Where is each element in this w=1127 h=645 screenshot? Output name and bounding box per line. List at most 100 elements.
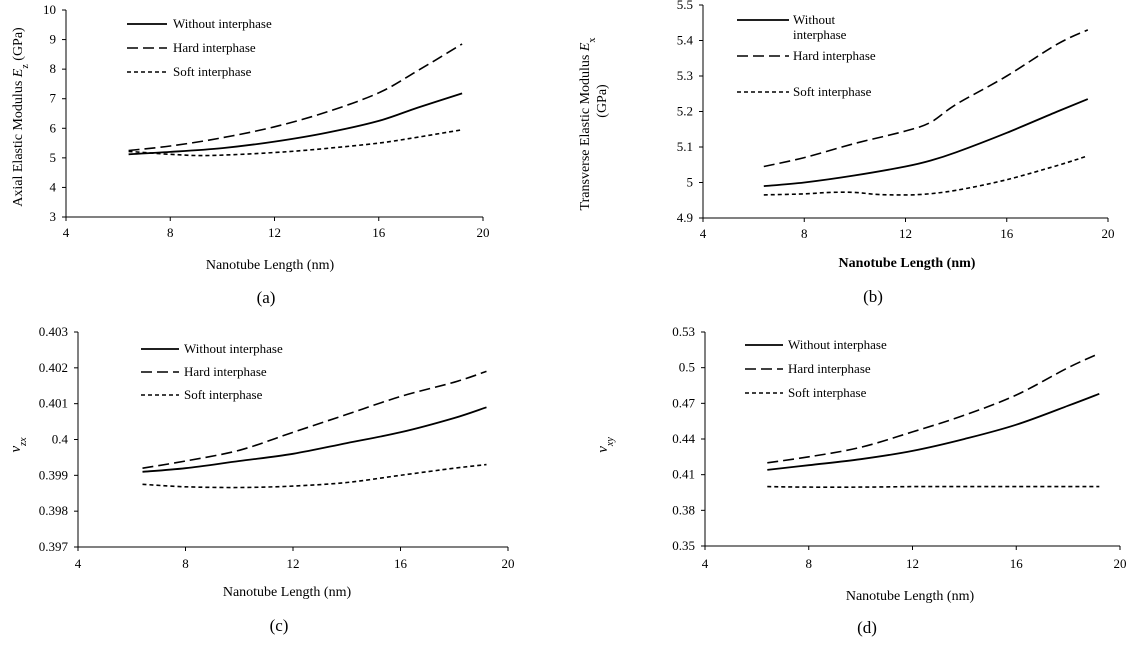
chart-a-y-tick-label: 5	[50, 150, 57, 165]
chart-d-y-tick-label: 0.41	[672, 467, 695, 482]
chart-a-series-line-dotted	[128, 129, 463, 157]
chart-b-y-tick-label: 4.9	[677, 210, 693, 225]
chart-b-x-label: Nanotube Length (nm)	[839, 256, 976, 271]
chart-a-y-tick-label: 3	[50, 209, 57, 224]
chart-a-series-line-dashed	[128, 43, 463, 152]
chart-d-x-tick-label: 12	[906, 556, 919, 571]
chart-a-legend: Without interphase Hard interphase Soft in…	[127, 16, 272, 79]
chart-b-y-tick-label: 5.1	[677, 139, 693, 154]
chart-c-y-tick-label: 0.402	[39, 360, 68, 375]
chart-d-marks	[767, 352, 1100, 488]
chart-d-x-tick-label: 4	[702, 556, 709, 571]
chart-a-legend-label: Without interphase	[173, 16, 272, 31]
chart-c-series-line-solid	[142, 406, 487, 473]
chart-b-legend: Without interphase Hard interphase Soft int…	[737, 12, 876, 99]
chart-b-legend-label: Soft interphase	[793, 84, 872, 99]
chart-d-y-tick-label: 0.38	[672, 502, 695, 517]
chart-c-legend-label: Without interphase	[184, 341, 283, 356]
chart-b-caption: (b)	[863, 287, 883, 306]
chart-d-x-tick-label: 8	[806, 556, 813, 571]
chart-panel-a: 3 4 5 6 7 8 9 10 4 8 12 16 20 Without interphase Hard…	[0, 0, 560, 320]
chart-c-y-tick-label: 0.403	[39, 324, 68, 339]
chart-b-series-line-solid	[763, 98, 1089, 187]
chart-d-y-tick-label: 0.35	[672, 538, 695, 553]
chart-c-series-line-dotted	[142, 463, 487, 489]
chart-c-x-tick-label: 12	[287, 556, 300, 571]
chart-a-x-label: Nanotube Length (nm)	[206, 258, 335, 273]
chart-c-x-tick-label: 16	[394, 556, 408, 571]
chart-b-series-line-dashed	[763, 29, 1089, 168]
chart-d-y-tick-label: 0.5	[679, 360, 695, 375]
chart-a-legend-label: Soft interphase	[173, 64, 252, 79]
chart-a-marks	[128, 43, 463, 157]
chart-b-x-tick-label: 16	[1000, 226, 1014, 241]
chart-c-series-line-dashed	[142, 370, 487, 469]
chart-a-x-tick-label: 12	[268, 225, 281, 240]
chart-d-y-tick-label: 0.44	[672, 431, 695, 446]
chart-c-legend: Without interphase Hard interphase Soft in…	[141, 341, 283, 402]
chart-c-y-tick-label: 0.397	[39, 539, 69, 554]
chart-c-marks	[142, 370, 487, 489]
chart-a-y-tick-label: 8	[50, 61, 57, 76]
chart-d-legend: Without interphase Hard interphase Soft in…	[745, 337, 887, 400]
chart-a-y-tick-label: 7	[50, 91, 57, 106]
chart-panel-b: 4.9 5 5.1 5.2 5.3 5.4 5.5 4 8 12 16 20 Without inter…	[565, 0, 1125, 320]
chart-d-x-tick-label: 16	[1010, 556, 1024, 571]
chart-d-x-label: Nanotube Length (nm)	[846, 589, 975, 604]
chart-c-axes: 0.397 0.398 0.399 0.4 0.401 0.402 0.403 4 8 12 16 2…	[39, 324, 515, 571]
chart-c-x-tick-label: 4	[75, 556, 82, 571]
chart-b-y-tick-label: 5.2	[677, 104, 693, 119]
chart-b-marks	[763, 29, 1089, 196]
chart-c-y-tick-label: 0.4	[52, 432, 69, 447]
chart-d-y-label: νxy	[595, 437, 616, 453]
chart-a-y-tick-label: 4	[50, 179, 57, 194]
chart-c-y-tick-label: 0.401	[39, 396, 68, 411]
chart-c-legend-label: Hard interphase	[184, 364, 267, 379]
chart-a-y-tick-label: 10	[43, 2, 56, 17]
chart-a-x-tick-label: 8	[167, 225, 174, 240]
chart-c-x-tick-label: 8	[182, 556, 189, 571]
chart-d-legend-label: Soft interphase	[788, 385, 867, 400]
chart-b-legend-label: Hard interphase	[793, 48, 876, 63]
chart-a-y-label: Axial Elastic Modulus Ez (GPa)	[11, 27, 31, 207]
chart-c-legend-label: Soft interphase	[184, 387, 263, 402]
chart-a-x-tick-label: 16	[372, 225, 386, 240]
chart-a-x-tick-label: 20	[477, 225, 490, 240]
chart-c-x-label: Nanotube Length (nm)	[223, 585, 352, 600]
chart-d-x-tick-label: 20	[1114, 556, 1127, 571]
chart-d-y-tick-label: 0.47	[672, 395, 695, 410]
chart-d-y-tick-label: 0.53	[672, 324, 695, 339]
chart-d-legend-label: Without interphase	[788, 337, 887, 352]
chart-b-y-tick-label: 5.5	[677, 0, 693, 12]
chart-a-legend-label: Hard interphase	[173, 40, 256, 55]
chart-a-caption: (a)	[257, 288, 276, 307]
chart-b-y-label-unit: (GPa)	[595, 84, 610, 118]
chart-b-y-tick-label: 5	[687, 175, 694, 190]
chart-a-y-tick-label: 6	[50, 120, 57, 135]
chart-c-caption: (c)	[270, 616, 289, 635]
chart-b-y-label: Transverse Elastic Modulus Ex	[578, 38, 598, 211]
chart-b-y-tick-label: 5.4	[677, 33, 694, 48]
chart-b-x-tick-label: 4	[700, 226, 707, 241]
chart-d-series-line-dashed	[767, 352, 1100, 464]
chart-b-x-tick-label: 8	[801, 226, 808, 241]
chart-b-x-tick-label: 20	[1102, 226, 1115, 241]
chart-c-x-tick-label: 20	[502, 556, 515, 571]
chart-d-axes: 0.35 0.38 0.41 0.44 0.47 0.5 0.53 4 8 12 16 20	[672, 324, 1126, 571]
chart-d-series-line-dotted	[767, 485, 1100, 488]
chart-b-axes: 4.9 5 5.1 5.2 5.3 5.4 5.5 4 8 12 16 20	[677, 0, 1115, 241]
chart-c-y-label: νzx	[8, 437, 29, 453]
chart-c-svg: 0.397 0.398 0.399 0.4 0.401 0.402 0.403 4 8 12 16 2…	[8, 324, 515, 635]
chart-panel-d: 0.35 0.38 0.41 0.44 0.47 0.5 0.53 4 8 12 16 20 With…	[565, 322, 1127, 645]
chart-c-y-tick-label: 0.399	[39, 467, 68, 482]
chart-b-svg: 4.9 5 5.1 5.2 5.3 5.4 5.5 4 8 12 16 20 Without inter…	[578, 0, 1115, 306]
chart-a-series-line-solid	[128, 92, 463, 156]
chart-d-legend-label: Hard interphase	[788, 361, 871, 376]
chart-d-svg: 0.35 0.38 0.41 0.44 0.47 0.5 0.53 4 8 12 16 20 With…	[595, 324, 1127, 637]
chart-b-x-tick-label: 12	[899, 226, 912, 241]
chart-d-caption: (d)	[857, 618, 877, 637]
chart-c-y-tick-label: 0.398	[39, 503, 68, 518]
chart-b-legend-label: Without interphase	[793, 12, 847, 42]
